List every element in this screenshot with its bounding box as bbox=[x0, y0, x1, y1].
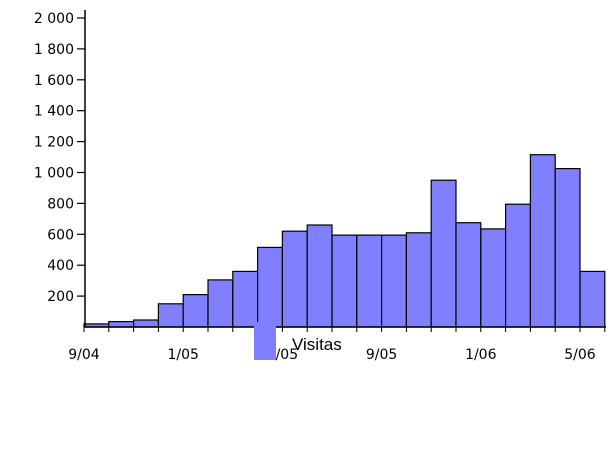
bar-3/06 bbox=[529, 154, 556, 328]
y-tick-label: 200 bbox=[47, 289, 74, 305]
bar-6/05 bbox=[306, 224, 333, 328]
bar-2/06 bbox=[505, 203, 532, 328]
bar-1/06 bbox=[480, 228, 507, 328]
bar-9/05 bbox=[381, 234, 408, 328]
y-tick-label: 400 bbox=[47, 258, 74, 274]
y-tick-label: 600 bbox=[47, 227, 74, 243]
y-tick-label: 1 800 bbox=[34, 42, 74, 58]
y-tick-label: 2 000 bbox=[34, 11, 74, 27]
bar-4/06 bbox=[554, 168, 581, 328]
x-tick-label: 1/06 bbox=[465, 347, 497, 363]
y-tick-label: 1 200 bbox=[34, 135, 74, 151]
y-tick-label: 1 000 bbox=[34, 166, 74, 182]
bar-5/05 bbox=[281, 230, 308, 328]
axes bbox=[84, 10, 606, 328]
x-tick-label: 1/05 bbox=[167, 347, 198, 363]
bar-group bbox=[83, 154, 606, 328]
y-axis-ticks: 200 400 600 800 1 000 1 200 1 400 1 600 1 800 2 0… bbox=[34, 11, 85, 305]
bar-11/05 bbox=[430, 179, 457, 328]
x-tick-label: 5/06 bbox=[564, 347, 596, 363]
x-tick-label: 9/05 bbox=[366, 347, 397, 363]
legend: Visitas bbox=[254, 322, 342, 360]
bar-12/05 bbox=[455, 222, 482, 328]
y-tick-label: 1 400 bbox=[34, 104, 74, 120]
y-tick-label: 800 bbox=[47, 196, 74, 212]
x-axis-ticks: 9/04 1/05 5/05 9/05 1/06 5/06 bbox=[68, 327, 606, 363]
legend-swatch-visitas bbox=[254, 322, 276, 360]
bar-3/05 bbox=[232, 270, 259, 328]
bar-11/04 bbox=[133, 319, 160, 328]
bar-5/06 bbox=[579, 270, 606, 328]
bar-1/05 bbox=[182, 294, 209, 328]
bar-4/05 bbox=[257, 246, 284, 328]
y-tick-label: 1 600 bbox=[34, 73, 74, 89]
bar-8/05 bbox=[356, 234, 383, 328]
legend-label-visitas: Visitas bbox=[292, 335, 342, 354]
bar-10/05 bbox=[405, 232, 432, 328]
bar-2/05 bbox=[207, 279, 234, 328]
x-tick-label: 9/04 bbox=[68, 347, 100, 363]
bar-12/04 bbox=[157, 303, 184, 328]
bar-7/05 bbox=[331, 234, 358, 328]
bar-10/04 bbox=[108, 321, 135, 328]
